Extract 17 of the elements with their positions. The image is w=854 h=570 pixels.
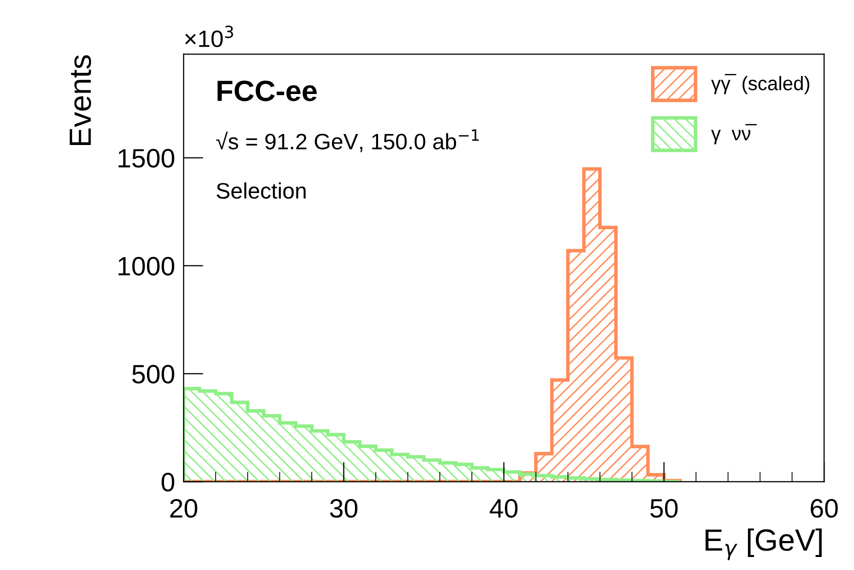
text: ×10$^{3}$: [185, 26, 234, 48]
x-tick-label: 20: [170, 499, 198, 518]
y-tick-label: 500: [132, 364, 174, 384]
annotation: Selection: [216, 182, 306, 199]
x-tick-label: 50: [650, 499, 678, 518]
x-tick-label: 40: [490, 499, 518, 518]
legend-label: γγ̅ (scaled): [711, 74, 810, 94]
y-tick-label: 1000: [118, 256, 174, 276]
x-axis-title: E$_{γ}$ [GeV]: [706, 528, 822, 560]
legend-label: γ νν̅: [711, 124, 757, 144]
x-tick-label: 60: [810, 499, 838, 518]
annotation: FCC-ee: [218, 80, 317, 102]
y-tick-label: 1500: [118, 148, 174, 168]
y-tick-label: 0: [162, 472, 174, 492]
x-tick-label: 30: [330, 499, 358, 518]
y-axis-title: Events: [70, 55, 92, 146]
annotation: √s = 91.2 GeV, 150.0 ab$^{−1}$: [216, 129, 479, 152]
